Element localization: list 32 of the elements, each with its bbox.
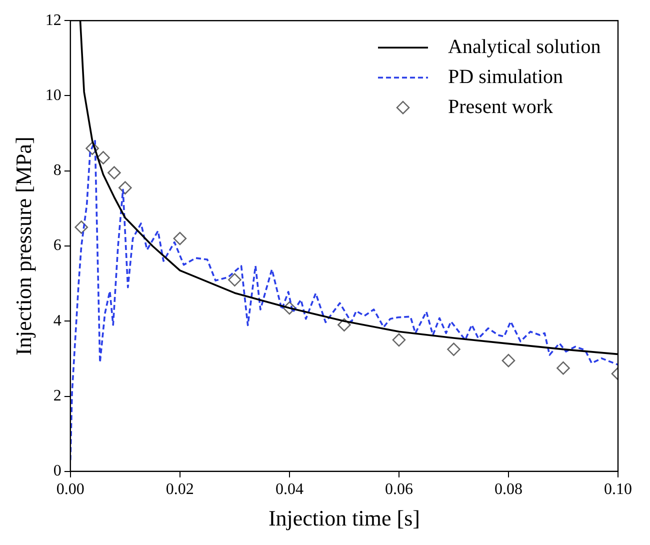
x-tick-label: 0.08 [494, 481, 522, 498]
point [96, 151, 110, 164]
legend-label: Present work [448, 96, 553, 118]
x-tick-label: 0.04 [275, 481, 304, 498]
point [173, 232, 187, 246]
y-tick-label: 6 [53, 237, 62, 254]
point [502, 354, 516, 368]
point [108, 166, 121, 180]
y-axis-title: Injection pressure [MPa] [10, 136, 36, 356]
y-tick-label: 10 [45, 86, 62, 104]
y-tick-label: 4 [53, 312, 62, 330]
point [86, 142, 99, 155]
x-tick-label: 0.00 [56, 481, 84, 498]
point [392, 333, 406, 347]
y-tick-label: 12 [45, 12, 62, 29]
point [282, 301, 296, 315]
x-tick-label: 0.06 [384, 481, 413, 498]
y-tick-label: 0 [53, 462, 62, 480]
x-tick-label: 0.02 [166, 481, 194, 498]
x-tick-label: 0.10 [604, 481, 632, 498]
point [447, 342, 460, 356]
point [228, 273, 242, 286]
point [118, 181, 132, 194]
y-tick-label: 8 [53, 162, 62, 180]
y-tick-label: 2 [53, 387, 62, 404]
point [74, 220, 88, 234]
x-axis-title: Injection time [s] [268, 506, 420, 531]
legend-label: Analytical solution [448, 36, 601, 58]
point [338, 318, 351, 332]
legend-label: PD simulation [448, 66, 564, 88]
point [556, 361, 570, 375]
line-series [70, 140, 618, 462]
